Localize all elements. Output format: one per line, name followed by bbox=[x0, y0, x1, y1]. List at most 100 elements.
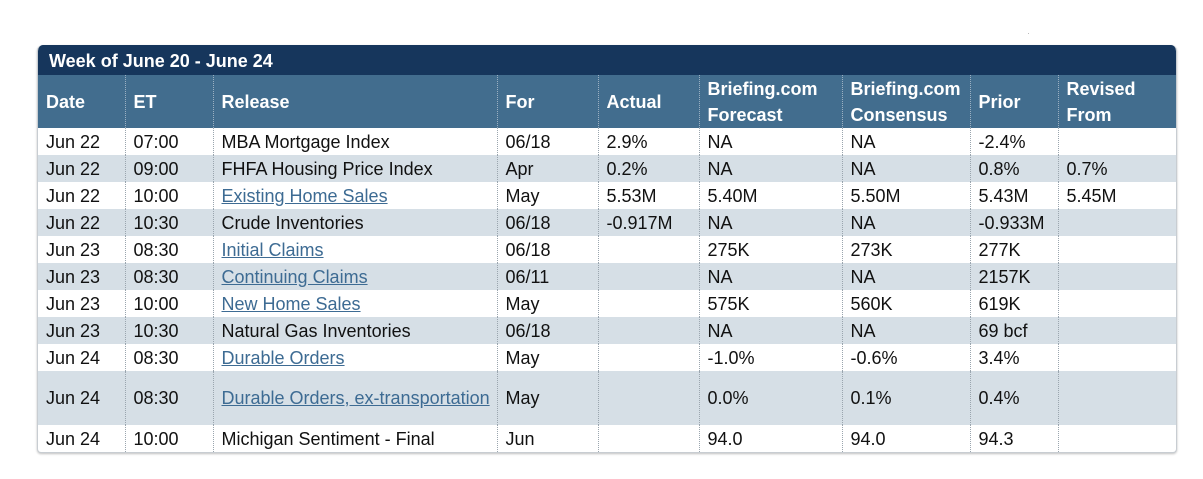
cell-prior: 619K bbox=[970, 290, 1059, 317]
header-row: Date ET Release For Actual Briefing.com … bbox=[38, 75, 1176, 128]
cell-consensus: NA bbox=[842, 155, 971, 182]
cell-release: Michigan Sentiment - Final bbox=[213, 425, 498, 452]
cell-forecast: 575K bbox=[699, 290, 843, 317]
table-row: Jun 22 10:00 Existing Home Sales May 5.53M 5.… bbox=[38, 182, 1176, 209]
cell-actual: -0.917M bbox=[598, 209, 700, 236]
cell-actual bbox=[598, 317, 700, 344]
cell-et: 10:30 bbox=[125, 209, 214, 236]
col-header-forecast: Briefing.com Forecast bbox=[699, 75, 843, 128]
col-header-date: Date bbox=[38, 75, 126, 128]
cell-revised bbox=[1058, 425, 1176, 452]
week-title: Week of June 20 - June 24 bbox=[38, 45, 1176, 75]
cell-et: 10:00 bbox=[125, 182, 214, 209]
cell-release: New Home Sales bbox=[213, 290, 498, 317]
cell-prior: -2.4% bbox=[970, 128, 1059, 155]
table-row: Jun 23 10:30 Natural Gas Inventories 06/18 N… bbox=[38, 317, 1176, 344]
cell-revised bbox=[1058, 128, 1176, 155]
cell-actual: 2.9% bbox=[598, 128, 700, 155]
cell-for: Apr bbox=[497, 155, 599, 182]
table-row: Jun 23 10:00 New Home Sales May 575K 560K 619K bbox=[38, 290, 1176, 317]
col-header-actual: Actual bbox=[598, 75, 700, 128]
release-link[interactable]: New Home Sales bbox=[221, 293, 361, 314]
cell-for: 06/18 bbox=[497, 128, 599, 155]
cell-release: Initial Claims bbox=[213, 236, 498, 263]
cell-release: Durable Orders bbox=[213, 344, 498, 371]
cell-for: 06/18 bbox=[497, 317, 599, 344]
decorative-dot bbox=[1028, 33, 1029, 34]
col-header-prior: Prior bbox=[970, 75, 1059, 128]
cell-et: 10:30 bbox=[125, 317, 214, 344]
cell-date: Jun 23 bbox=[38, 317, 126, 344]
col-header-for: For bbox=[497, 75, 599, 128]
cell-forecast: 275K bbox=[699, 236, 843, 263]
release-link[interactable]: Initial Claims bbox=[221, 239, 324, 260]
cell-prior: 0.4% bbox=[970, 371, 1059, 425]
cell-release: Durable Orders, ex-transportation bbox=[213, 371, 498, 425]
cell-et: 09:00 bbox=[125, 155, 214, 182]
cell-et: 10:00 bbox=[125, 425, 214, 452]
cell-date: Jun 22 bbox=[38, 155, 126, 182]
cell-forecast: 5.40M bbox=[699, 182, 843, 209]
col-header-revised: Revised From bbox=[1058, 75, 1176, 128]
cell-consensus: NA bbox=[842, 209, 971, 236]
cell-revised bbox=[1058, 236, 1176, 263]
cell-for: 06/18 bbox=[497, 209, 599, 236]
cell-consensus: -0.6% bbox=[842, 344, 971, 371]
cell-date: Jun 24 bbox=[38, 371, 126, 425]
cell-for: May bbox=[497, 182, 599, 209]
cell-release: MBA Mortgage Index bbox=[213, 128, 498, 155]
cell-forecast: NA bbox=[699, 128, 843, 155]
cell-prior: 5.43M bbox=[970, 182, 1059, 209]
cell-date: Jun 22 bbox=[38, 182, 126, 209]
cell-forecast: NA bbox=[699, 263, 843, 290]
table-row: Jun 23 08:30 Initial Claims 06/18 275K 273K 27… bbox=[38, 236, 1176, 263]
table-row: Jun 22 10:30 Crude Inventories 06/18 -0.917M… bbox=[38, 209, 1176, 236]
cell-for: May bbox=[497, 344, 599, 371]
cell-date: Jun 22 bbox=[38, 128, 126, 155]
cell-date: Jun 23 bbox=[38, 290, 126, 317]
cell-actual: 0.2% bbox=[598, 155, 700, 182]
cell-prior: 94.3 bbox=[970, 425, 1059, 452]
table-row: Jun 24 08:30 Durable Orders May -1.0% -0.6% 3.… bbox=[38, 344, 1176, 371]
col-header-et: ET bbox=[125, 75, 214, 128]
cell-forecast: NA bbox=[699, 209, 843, 236]
cell-release: FHFA Housing Price Index bbox=[213, 155, 498, 182]
cell-prior: 69 bcf bbox=[970, 317, 1059, 344]
cell-for: Jun bbox=[497, 425, 599, 452]
col-header-consensus: Briefing.com Consensus bbox=[842, 75, 971, 128]
cell-consensus: 273K bbox=[842, 236, 971, 263]
cell-for: 06/11 bbox=[497, 263, 599, 290]
cell-revised: 5.45M bbox=[1066, 185, 1117, 206]
cell-revised bbox=[1058, 371, 1176, 425]
cell-prior: 2157K bbox=[970, 263, 1059, 290]
table-row: Jun 24 08:30 Durable Orders, ex-transporta… bbox=[38, 371, 1176, 425]
cell-actual bbox=[598, 344, 700, 371]
cell-forecast: 94.0 bbox=[699, 425, 843, 452]
cell-revised bbox=[1058, 209, 1176, 236]
release-link[interactable]: Durable Orders, ex-transportation bbox=[221, 388, 490, 408]
cell-consensus: NA bbox=[842, 128, 971, 155]
calendar-table: Date ET Release For Actual Briefing.com … bbox=[38, 75, 1176, 452]
release-link[interactable]: Durable Orders bbox=[221, 347, 345, 368]
cell-prior: 277K bbox=[970, 236, 1059, 263]
cell-for: May bbox=[497, 371, 599, 425]
cell-et: 08:30 bbox=[125, 236, 214, 263]
cell-forecast: -1.0% bbox=[699, 344, 843, 371]
cell-et: 08:30 bbox=[125, 263, 214, 290]
cell-date: Jun 24 bbox=[38, 344, 126, 371]
cell-forecast: NA bbox=[699, 317, 843, 344]
col-header-release: Release bbox=[213, 75, 498, 128]
cell-release: Existing Home Sales bbox=[213, 182, 498, 209]
cell-revised bbox=[1058, 317, 1176, 344]
cell-prior: 0.8% bbox=[970, 155, 1059, 182]
cell-revised bbox=[1058, 344, 1176, 371]
cell-for: May bbox=[497, 290, 599, 317]
cell-actual bbox=[598, 290, 700, 317]
cell-consensus: NA bbox=[842, 317, 971, 344]
release-link[interactable]: Continuing Claims bbox=[221, 266, 368, 287]
cell-et: 07:00 bbox=[125, 128, 214, 155]
cell-actual bbox=[598, 371, 700, 425]
cell-forecast: 0.0% bbox=[699, 371, 843, 425]
release-link[interactable]: Existing Home Sales bbox=[221, 185, 388, 206]
cell-revised: 0.7% bbox=[1058, 155, 1176, 182]
